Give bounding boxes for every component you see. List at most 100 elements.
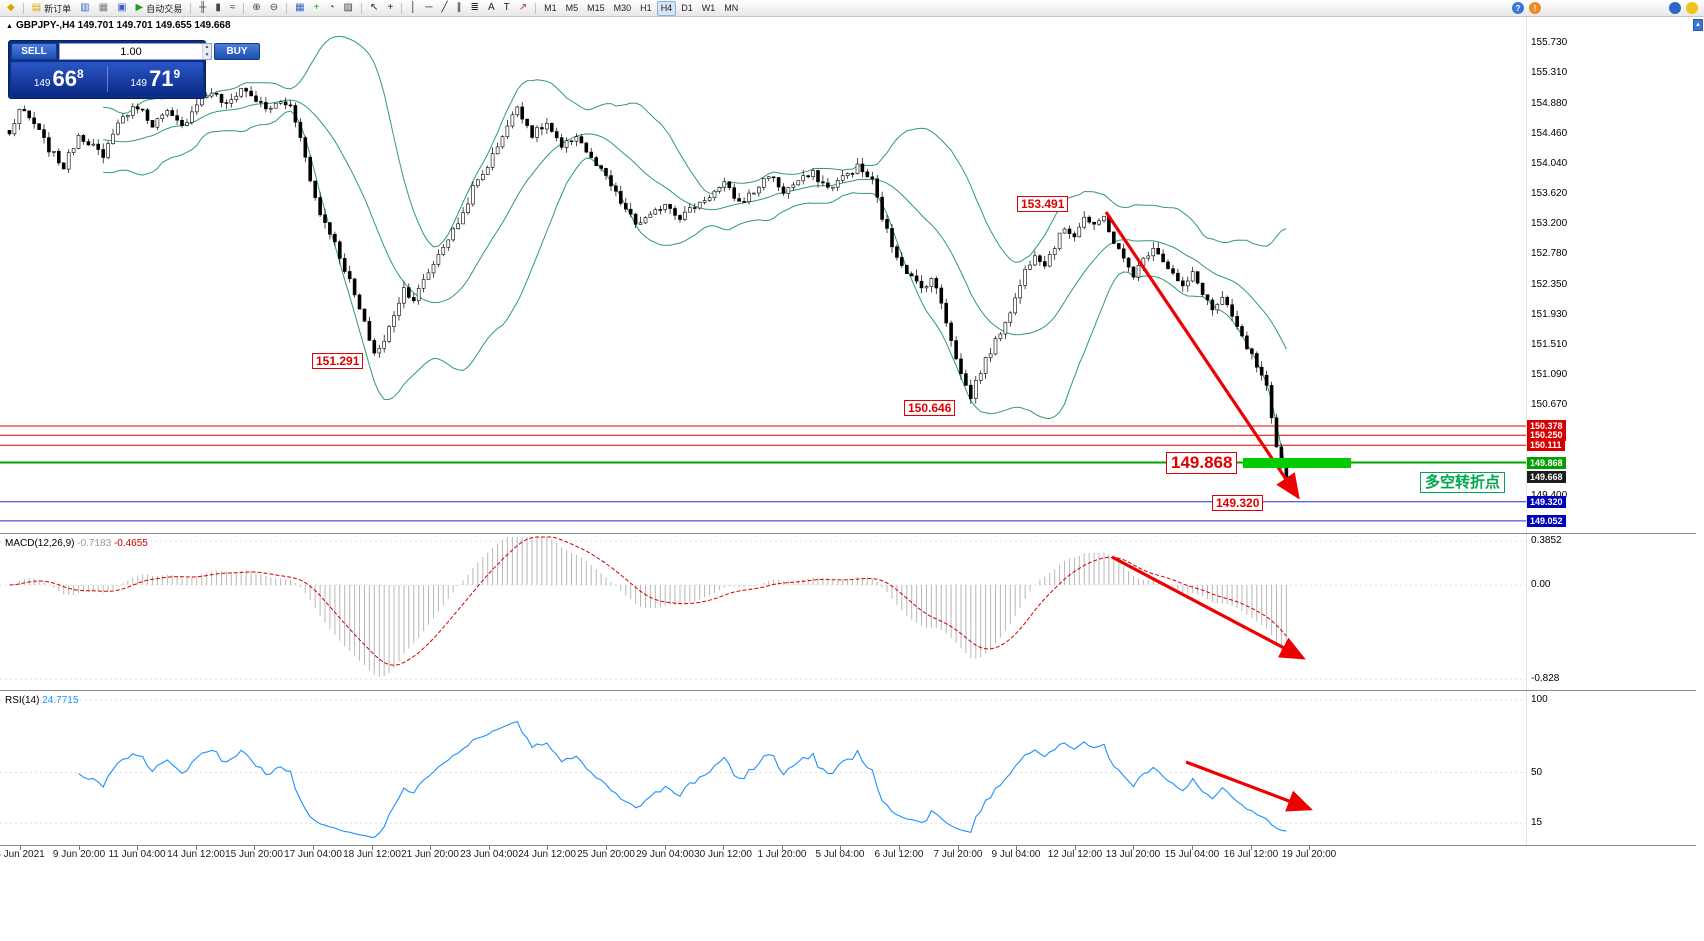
main-chart-panel[interactable]	[0, 17, 1526, 533]
panel-splitter-macd-rsi[interactable]	[0, 690, 1696, 691]
tile-windows-button[interactable]: ▦	[291, 1, 308, 16]
time-axis-tick	[1075, 846, 1076, 850]
price-callout-label[interactable]: 149.868	[1166, 452, 1238, 474]
time-axis-label: 18 Jun 12:00	[343, 849, 401, 860]
market-watch-button[interactable]: ▣	[113, 1, 130, 16]
time-axis-label: 13 Jul 20:00	[1105, 849, 1161, 860]
macd-panel[interactable]	[0, 535, 1526, 689]
help-icon[interactable]: ?	[1512, 2, 1524, 14]
autotrading-button-label: 自动交易	[146, 3, 183, 14]
periods-button[interactable]: ◔	[324, 1, 338, 16]
timeframe-m5-button[interactable]: M5	[562, 1, 583, 16]
timeframe-m1-button[interactable]: M1	[540, 1, 561, 16]
volume-increase-button[interactable]: ▲	[203, 44, 211, 52]
time-axis-tick	[665, 846, 666, 850]
cursor-button: ↖	[369, 2, 379, 13]
line-chart-button[interactable]: ≈	[226, 1, 240, 16]
chart-window-icon: ▲	[6, 23, 13, 30]
crosshair-button: +	[387, 2, 394, 13]
community-icon[interactable]: !	[1529, 2, 1541, 14]
shapes-button[interactable]: ↗	[515, 1, 531, 16]
timeframe-w1-button[interactable]: W1	[698, 1, 720, 16]
candlestick-chart-button[interactable]: ▮	[211, 1, 225, 16]
autotrading-button: ▶	[135, 2, 144, 13]
scroll-up-button[interactable]: ▲	[1693, 19, 1703, 31]
templates-button[interactable]: ▨	[339, 1, 356, 16]
text-label-button[interactable]: T	[500, 1, 514, 16]
price-callout-label[interactable]: 153.491	[1017, 196, 1069, 212]
timeframe-m15-button[interactable]: M15	[583, 1, 609, 16]
cursor-button[interactable]: ↖	[366, 1, 382, 16]
time-axis-label: 17 Jun 04:00	[284, 849, 342, 860]
time-axis-label: 5 Jul 04:00	[815, 849, 865, 860]
zoom-in-button[interactable]: ⊕	[248, 1, 264, 16]
text-button[interactable]: A	[484, 1, 499, 16]
toolbar-separator	[535, 2, 537, 14]
turning-point-note[interactable]: 多空转折点	[1420, 472, 1506, 493]
price-callout-label[interactable]: 150.646	[904, 400, 956, 416]
time-axis-tick	[20, 846, 21, 850]
time-axis-label: 15 Jul 04:00	[1164, 849, 1220, 860]
one-click-trading-panel: SELL ▲ ▼ BUY 149 66 8 149 71 9	[8, 40, 260, 99]
buy-price[interactable]: 149 71 9	[130, 66, 181, 91]
price-callout-label[interactable]: 151.291	[312, 353, 364, 369]
periods-button: ◔	[328, 2, 335, 13]
price-axis-label: 152.350	[1531, 279, 1568, 290]
time-axis-label: 9 Jun 20:00	[52, 849, 106, 860]
price-axis-label: 150.670	[1531, 399, 1568, 410]
volume-input[interactable]	[60, 44, 202, 59]
volume-decrease-button[interactable]: ▼	[203, 51, 211, 59]
buy-button[interactable]: BUY	[214, 43, 260, 60]
sell-price[interactable]: 149 66 8	[33, 66, 84, 91]
autotrading-button[interactable]: ▶ 自动交易	[132, 1, 187, 16]
indicators-button[interactable]: +	[310, 1, 324, 16]
sell-button[interactable]: SELL	[11, 43, 57, 60]
timeframe-h4-button[interactable]: H4	[656, 0, 677, 16]
toolbar-separator	[190, 2, 192, 14]
bar-chart-button[interactable]: ╫	[195, 1, 210, 16]
horizontal-line-button[interactable]: ─	[421, 1, 436, 16]
candlestick-chart-button: ▮	[215, 2, 221, 13]
zoom-out-button[interactable]: ⊖	[266, 1, 282, 16]
rsi-panel[interactable]	[0, 692, 1526, 845]
profiles-button[interactable]: ▦	[95, 1, 112, 16]
support-zone-highlight[interactable]	[1243, 458, 1351, 468]
time-axis-tick	[1192, 846, 1193, 850]
fibonacci-button[interactable]: ≣	[467, 1, 483, 16]
macd-axis-label: 0.3852	[1531, 535, 1562, 546]
vertical-line-button[interactable]: │	[406, 1, 420, 16]
trend-arrow[interactable]	[1185, 760, 1313, 812]
macd-plot[interactable]	[0, 535, 1526, 689]
volume-field[interactable]: ▲ ▼	[59, 43, 212, 60]
crosshair-button[interactable]: +	[383, 1, 397, 16]
time-axis-label: 24 Jun 12:00	[518, 849, 576, 860]
volume-spinner[interactable]: ▲ ▼	[202, 44, 211, 59]
rsi-value: 24.7715	[42, 695, 79, 706]
main-chart-plot[interactable]	[0, 17, 1526, 533]
timeframe-mn-button[interactable]: MN	[720, 1, 742, 16]
time-axis-label: 9 Jul 04:00	[991, 849, 1041, 860]
rsi-indicator-label: RSI(14) 24.7715	[5, 695, 79, 706]
time-axis-label: 15 Jun 20:00	[225, 849, 283, 860]
rsi-plot[interactable]	[0, 692, 1526, 845]
price-callout-label[interactable]: 149.320	[1212, 495, 1264, 511]
profile-icon[interactable]	[1669, 2, 1681, 14]
rsi-axis-label: 100	[1531, 694, 1548, 705]
favorites-icon[interactable]	[1686, 2, 1698, 14]
timeframe-d1-button[interactable]: D1	[677, 1, 697, 16]
fibonacci-button: ≣	[470, 2, 479, 13]
time-axis-label: 1 Jul 20:00	[757, 849, 807, 860]
panel-splitter-main-macd[interactable]	[0, 533, 1696, 534]
price-axis-label: 152.780	[1531, 248, 1568, 259]
trend-arrow[interactable]	[1104, 211, 1300, 500]
trendline-button[interactable]: ╱	[438, 1, 452, 16]
macd-axis-label: 0.00	[1531, 579, 1551, 590]
trend-arrow[interactable]	[1111, 555, 1306, 660]
new-order-button[interactable]: ▤ 新订单	[28, 1, 75, 16]
channel-button[interactable]: ∥	[453, 1, 466, 16]
toolbar-separator	[22, 2, 24, 14]
timeframe-m30-button[interactable]: M30	[610, 1, 636, 16]
price-axis-label: 151.930	[1531, 309, 1568, 320]
timeframe-h1-button[interactable]: H1	[636, 1, 656, 16]
charts-window-button[interactable]: ▥	[76, 1, 93, 16]
